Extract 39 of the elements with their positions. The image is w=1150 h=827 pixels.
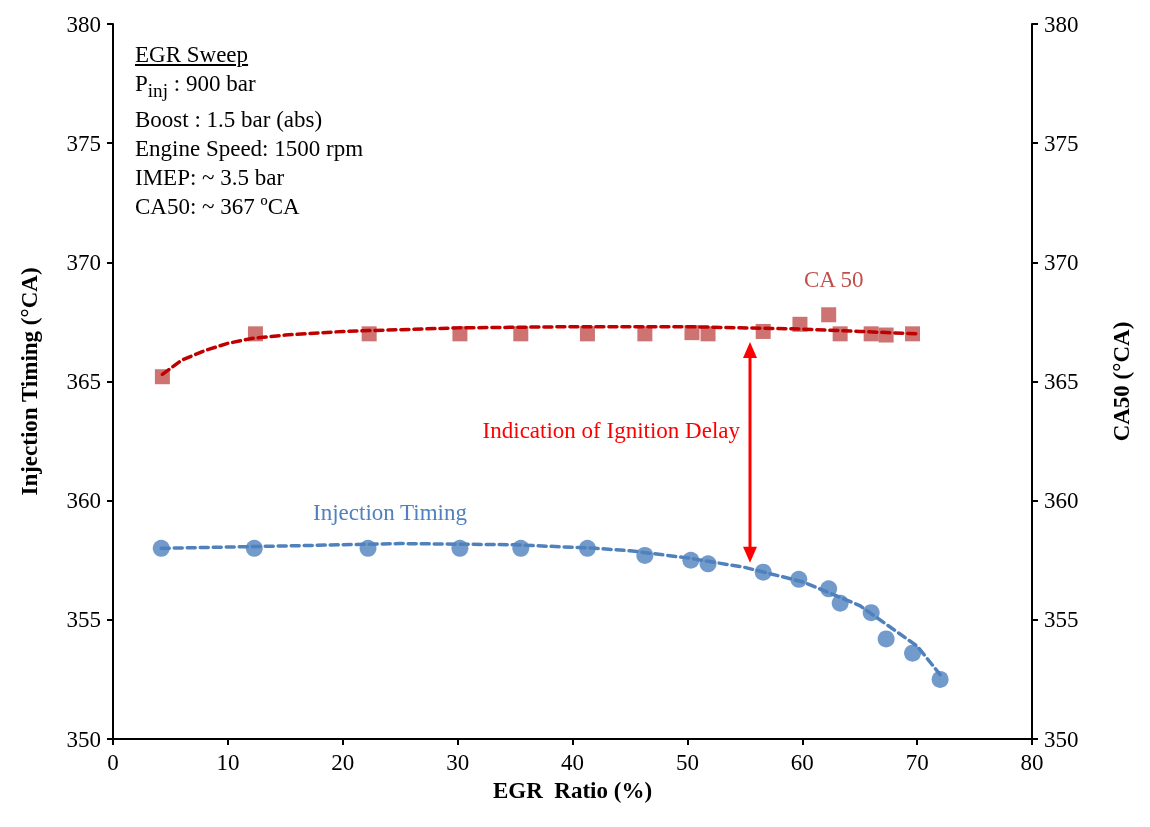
- point: [821, 307, 837, 323]
- x-tick-label: 10: [216, 750, 240, 775]
- y-tick-label: 380: [66, 11, 101, 37]
- x-tick-label: 20: [331, 750, 355, 775]
- x-tick-label: 50: [675, 750, 699, 775]
- y-tick-label: 360: [66, 488, 101, 514]
- point: [904, 644, 922, 662]
- y2-tick-label: 380: [1044, 11, 1079, 37]
- x-tick-label: 30: [446, 750, 470, 775]
- y2-tick-label: 350: [1044, 726, 1079, 752]
- point: [877, 630, 895, 648]
- annotation: Boost : 1.5 bar (abs): [135, 105, 324, 134]
- y-tick-label: 365: [66, 369, 101, 394]
- annotation: Indication of Ignition Delay: [482, 417, 741, 443]
- y-tick-label: 375: [66, 130, 101, 156]
- annotation: Engine Speed: 1500 rpm: [135, 134, 364, 163]
- annotation: P$_{inj}$ : 900 bar: [135, 70, 257, 103]
- annotation: CA50: ~ 367 ºCA: [135, 192, 301, 221]
- series-label: CA 50: [803, 266, 864, 292]
- annotation: IMEP: ~ 3.5 bar: [135, 163, 286, 192]
- y2-tick-label: 375: [1044, 130, 1079, 156]
- y2-axis-title: CA50 (°CA): [1109, 321, 1134, 442]
- y-tick-label: 370: [66, 249, 101, 275]
- y-tick-label: 350: [66, 726, 101, 752]
- point: [931, 670, 949, 688]
- x-axis-title: EGR Ratio (%): [492, 778, 653, 803]
- text: EGR Sweep: [135, 41, 250, 69]
- y-axis-title: Injection Timing (°CA): [17, 267, 42, 496]
- y-tick-label: 355: [66, 607, 101, 633]
- x-tick-label: 0: [107, 750, 119, 775]
- y2-tick-label: 370: [1044, 249, 1079, 275]
- series-label: Injection Timing: [313, 500, 468, 526]
- y2-tick-label: 360: [1044, 488, 1079, 514]
- y2-tick-label: 355: [1044, 607, 1079, 633]
- x-tick-label: 40: [561, 750, 584, 775]
- x-tick-label: 60: [790, 750, 814, 775]
- x-tick-label: 70: [905, 750, 929, 775]
- y2-tick-label: 365: [1044, 369, 1079, 394]
- x-tick-label: 80: [1020, 750, 1044, 775]
